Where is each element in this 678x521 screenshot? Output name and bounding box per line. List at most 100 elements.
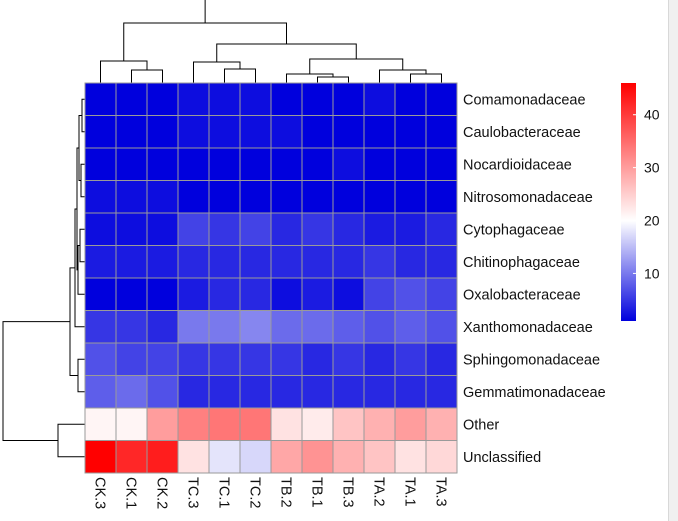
- heatmap-cell: [239, 147, 272, 181]
- row-label: Gemmatimonadaceae: [463, 385, 606, 401]
- heatmap-cell: [208, 375, 241, 409]
- heatmap-cell: [363, 82, 396, 116]
- heatmap-cell: [270, 407, 303, 441]
- heatmap-cell: [239, 115, 272, 149]
- heatmap-cell: [332, 180, 365, 214]
- dendrogram-branch: [131, 69, 163, 83]
- heatmap-cell: [270, 212, 303, 246]
- heatmap-cell: [425, 82, 458, 116]
- heatmap-cell: [146, 82, 179, 116]
- heatmap-cell: [84, 147, 117, 181]
- heatmap-cell: [177, 82, 210, 116]
- heatmap-cell: [146, 310, 179, 344]
- row-label: Chitinophagaceae: [463, 255, 580, 271]
- heatmap-cell: [208, 245, 241, 279]
- heatmap-cell: [301, 342, 334, 376]
- heatmap-cell: [425, 342, 458, 376]
- dendrogram-branch: [2, 321, 70, 441]
- heatmap-cell: [332, 147, 365, 181]
- heatmap-cell: [239, 212, 272, 246]
- row-label: Nitrosomonadaceae: [463, 190, 593, 206]
- heatmap-cell: [363, 277, 396, 311]
- row-label: Oxalobacteraceae: [463, 287, 581, 303]
- heatmap-cell: [394, 212, 427, 246]
- heatmap-cell: [177, 245, 210, 279]
- heatmap-cell: [394, 407, 427, 441]
- heatmap-cell: [425, 147, 458, 181]
- heatmap-cell: [177, 375, 210, 409]
- heatmap-cell: [270, 440, 303, 474]
- heatmap-cell: [208, 212, 241, 246]
- heatmap-cell: [208, 407, 241, 441]
- heatmap-cell: [84, 82, 117, 116]
- heatmap-cell: [425, 407, 458, 441]
- heatmap-cell: [301, 440, 334, 474]
- heatmap-cell: [270, 342, 303, 376]
- heatmap-cell: [363, 115, 396, 149]
- heatmap-cell: [301, 147, 334, 181]
- column-label: TC.3: [185, 477, 201, 508]
- column-label: CK.1: [123, 477, 139, 509]
- heatmap-cell: [115, 212, 148, 246]
- heatmap-cell: [177, 277, 210, 311]
- row-label: Other: [463, 417, 499, 433]
- heatmap-cell: [425, 440, 458, 474]
- heatmap-cell: [394, 147, 427, 181]
- heatmap-cell: [208, 342, 241, 376]
- heatmap-cell: [363, 245, 396, 279]
- row-label: Nocardioidaceae: [463, 157, 572, 173]
- legend-tick-label: 40: [644, 107, 660, 123]
- scrollbar[interactable]: [668, 0, 678, 521]
- column-label: TC.2: [247, 477, 263, 508]
- heatmap-cell: [270, 375, 303, 409]
- heatmap-cell: [239, 245, 272, 279]
- heatmap-cell: [115, 342, 148, 376]
- heatmap-cell: [425, 115, 458, 149]
- heatmap-cell: [177, 407, 210, 441]
- heatmap-cell: [115, 245, 148, 279]
- heatmap-cell: [84, 342, 117, 376]
- heatmap-cell: [177, 115, 210, 149]
- heatmap-cell: [146, 407, 179, 441]
- heatmap-cell: [239, 180, 272, 214]
- heatmap-cell: [394, 180, 427, 214]
- dendrogram-branch: [286, 73, 334, 83]
- legend-tick-label: 10: [644, 265, 660, 281]
- heatmap-cell: [332, 115, 365, 149]
- heatmap-cell: [84, 310, 117, 344]
- heatmap-cell: [115, 115, 148, 149]
- column-label: TA.1: [402, 477, 418, 507]
- heatmap-cell: [208, 277, 241, 311]
- dendrogram-branch: [123, 22, 287, 61]
- column-label: TA.3: [433, 477, 449, 507]
- heatmap-cell: [394, 342, 427, 376]
- legend-colorbar: [621, 83, 636, 321]
- color-legend: 10 20 30 40: [621, 83, 660, 321]
- dendrogram-branch: [100, 60, 148, 83]
- heatmap-cell: [363, 440, 396, 474]
- dendrogram-branch: [309, 58, 404, 74]
- heatmap-cell: [84, 407, 117, 441]
- heatmap-cell: [301, 245, 334, 279]
- heatmap-cell: [332, 245, 365, 279]
- heatmap-cell: [270, 147, 303, 181]
- column-label: TC.1: [216, 477, 232, 508]
- dendrogram-branch: [57, 423, 85, 458]
- heatmap-cell: [146, 180, 179, 214]
- dendrogram-branch: [317, 76, 349, 83]
- heatmap-cell: [394, 440, 427, 474]
- dendrogram-branch: [80, 163, 85, 198]
- heatmap-cell: [115, 310, 148, 344]
- heatmap-cell: [332, 342, 365, 376]
- heatmap-cell: [301, 310, 334, 344]
- heatmap-cell: [363, 310, 396, 344]
- heatmap-cell: [363, 375, 396, 409]
- row-label: Xanthomonadaceae: [463, 320, 593, 336]
- heatmap-cell: [270, 310, 303, 344]
- heatmap-cell: [177, 342, 210, 376]
- heatmap-cell: [239, 310, 272, 344]
- heatmap-cell: [363, 180, 396, 214]
- column-dendrogram: [100, 0, 442, 83]
- heatmap-cell: [84, 440, 117, 474]
- dendrogram-branch: [379, 69, 427, 83]
